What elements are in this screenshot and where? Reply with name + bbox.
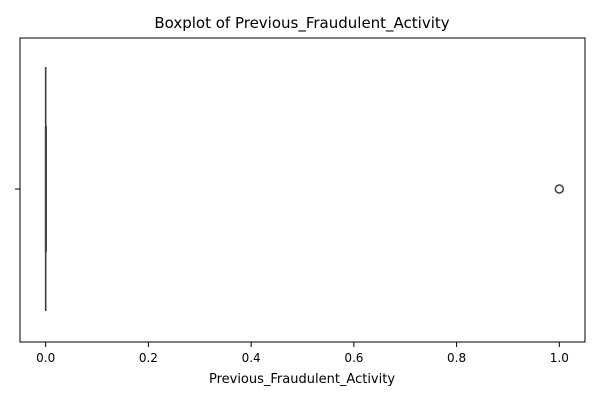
x-tick-label: 0.6: [344, 351, 363, 365]
x-tick-label: 0.0: [36, 351, 55, 365]
x-tick-label: 1.0: [550, 351, 569, 365]
x-tick-label: 0.4: [242, 351, 261, 365]
x-tick-label: 0.2: [139, 351, 158, 365]
x-axis-label: Previous_Fraudulent_Activity: [209, 372, 395, 387]
x-axis-ticks: 0.0 0.2 0.4 0.6 0.8 1.0: [36, 342, 569, 365]
outlier-point: [554, 184, 565, 194]
plot-frame: [19, 37, 586, 343]
chart-title: Boxplot of Previous_Fraudulent_Activity: [154, 14, 449, 33]
x-tick-label: 0.8: [447, 351, 466, 365]
plot-marks: [44, 67, 565, 311]
